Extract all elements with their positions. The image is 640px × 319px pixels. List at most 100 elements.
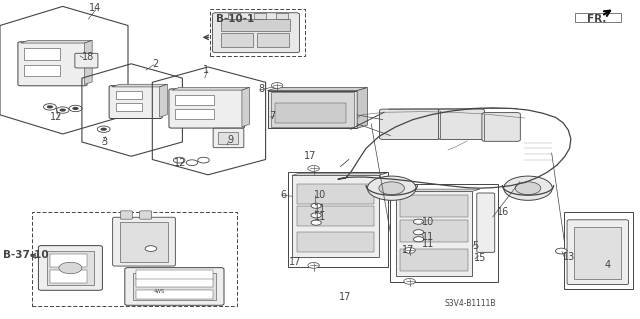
Text: 17: 17	[289, 257, 301, 267]
Text: 3: 3	[101, 137, 108, 147]
FancyBboxPatch shape	[292, 175, 379, 257]
Text: B-37-10: B-37-10	[3, 250, 49, 260]
Text: 4WS: 4WS	[154, 288, 164, 293]
Bar	[574, 227, 621, 279]
FancyBboxPatch shape	[477, 193, 495, 252]
Text: 12: 12	[50, 112, 63, 122]
Text: 6: 6	[280, 189, 287, 200]
Circle shape	[56, 107, 69, 113]
Polygon shape	[20, 41, 92, 43]
Circle shape	[308, 166, 319, 171]
Bar	[115, 103, 142, 111]
Polygon shape	[172, 87, 250, 90]
FancyBboxPatch shape	[140, 211, 152, 219]
Circle shape	[515, 182, 541, 195]
Bar	[297, 205, 374, 226]
Bar	[120, 222, 168, 262]
FancyBboxPatch shape	[109, 86, 162, 118]
Circle shape	[404, 278, 415, 284]
Text: 11: 11	[422, 232, 435, 242]
FancyBboxPatch shape	[113, 217, 175, 266]
Circle shape	[186, 160, 198, 166]
Circle shape	[311, 220, 321, 225]
Circle shape	[413, 230, 424, 235]
Text: 2: 2	[152, 59, 159, 69]
Bar	[136, 278, 213, 287]
Text: 9: 9	[227, 135, 234, 145]
Bar	[564, 212, 633, 289]
Polygon shape	[268, 87, 367, 91]
Text: 12: 12	[174, 158, 187, 168]
Circle shape	[367, 176, 416, 200]
Polygon shape	[84, 41, 92, 85]
Bar	[133, 273, 216, 300]
Bar	[390, 184, 498, 282]
Text: 8: 8	[259, 84, 265, 94]
Circle shape	[413, 219, 424, 224]
Circle shape	[308, 263, 319, 268]
Text: 5: 5	[472, 241, 479, 251]
Text: S3V4-B1111B: S3V4-B1111B	[445, 299, 496, 308]
Bar	[400, 249, 468, 271]
Text: 10: 10	[422, 217, 435, 227]
Text: 13: 13	[563, 252, 575, 262]
Polygon shape	[357, 87, 367, 128]
Bar	[275, 103, 346, 123]
Bar	[50, 254, 88, 267]
Polygon shape	[111, 84, 168, 87]
FancyBboxPatch shape	[268, 91, 357, 128]
FancyBboxPatch shape	[18, 42, 87, 86]
Circle shape	[69, 105, 82, 112]
Bar	[115, 91, 142, 99]
FancyBboxPatch shape	[380, 109, 440, 139]
Circle shape	[44, 104, 56, 110]
Bar	[221, 33, 253, 47]
Bar	[136, 290, 213, 299]
Polygon shape	[396, 189, 480, 191]
Text: 1: 1	[203, 65, 209, 75]
Bar	[50, 270, 88, 283]
FancyBboxPatch shape	[38, 246, 102, 290]
Bar	[400, 195, 468, 217]
Circle shape	[97, 126, 110, 132]
Circle shape	[100, 128, 107, 131]
Text: 10: 10	[314, 189, 326, 200]
FancyBboxPatch shape	[212, 13, 300, 53]
Bar	[24, 48, 60, 60]
Circle shape	[404, 248, 415, 253]
Bar	[24, 65, 60, 76]
Circle shape	[145, 246, 157, 251]
Text: 17: 17	[402, 245, 414, 256]
Bar	[210, 9, 305, 56]
Circle shape	[413, 237, 424, 242]
Bar	[228, 13, 240, 19]
Bar	[136, 270, 213, 279]
FancyBboxPatch shape	[567, 220, 628, 285]
Circle shape	[47, 105, 53, 108]
Bar	[175, 109, 214, 119]
Text: FR.: FR.	[587, 14, 606, 24]
Circle shape	[173, 157, 185, 163]
Bar	[175, 94, 214, 105]
FancyBboxPatch shape	[482, 113, 520, 141]
FancyBboxPatch shape	[575, 13, 621, 22]
Circle shape	[271, 83, 283, 88]
Text: 11: 11	[314, 212, 326, 222]
Bar	[400, 220, 468, 242]
Circle shape	[72, 107, 79, 110]
Bar	[47, 251, 94, 285]
Bar	[257, 33, 289, 47]
Text: 16: 16	[497, 207, 509, 217]
Text: B-10-1: B-10-1	[216, 14, 255, 24]
Text: 11: 11	[314, 204, 326, 214]
Text: 17: 17	[304, 151, 316, 161]
Circle shape	[311, 203, 321, 208]
Text: 18: 18	[82, 52, 94, 63]
FancyBboxPatch shape	[169, 89, 244, 128]
Circle shape	[311, 213, 321, 218]
Bar	[288, 172, 388, 267]
Text: 14: 14	[88, 3, 101, 13]
Circle shape	[504, 176, 552, 200]
Circle shape	[556, 248, 567, 254]
Text: 17: 17	[339, 292, 351, 302]
